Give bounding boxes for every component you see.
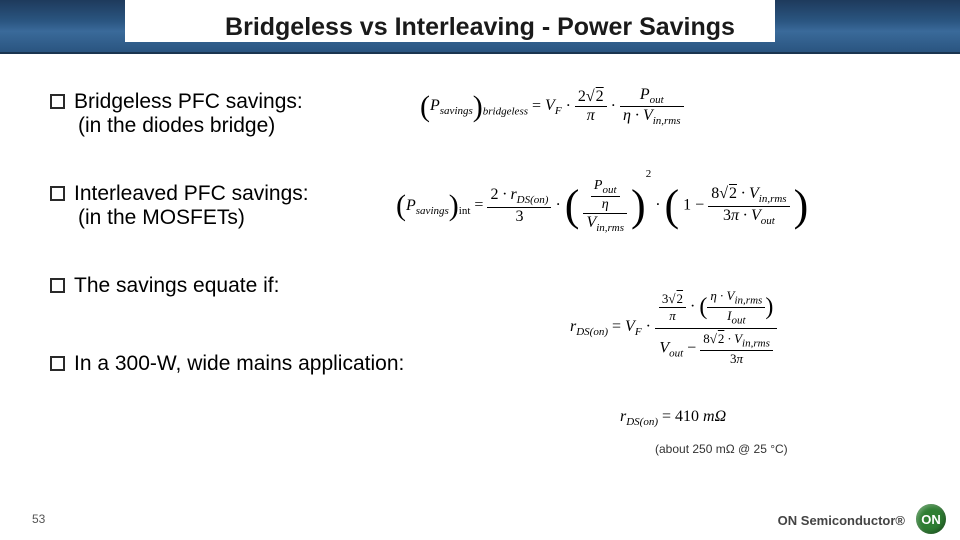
bullet-list: Bridgeless PFC savings: (in the diodes b… (50, 90, 404, 418)
slide-title: Bridgeless vs Interleaving - Power Savin… (225, 13, 735, 42)
bullet-2-line1: Interleaved PFC savings: (74, 182, 309, 205)
bullet-1-line2: (in the diodes bridge) (78, 114, 404, 138)
bullet-icon (50, 356, 65, 371)
brand-text: ON Semiconductor® (778, 513, 905, 528)
slide: Bridgeless vs Interleaving - Power Savin… (0, 0, 960, 540)
result-value: 410 (675, 408, 699, 425)
bullet-3: The savings equate if: (50, 274, 404, 298)
bullet-3-line1: The savings equate if: (74, 274, 279, 297)
bullet-4: In a 300-W, wide mains application: (50, 352, 404, 376)
bullet-2-line2: (in the MOSFETs) (78, 206, 404, 230)
brand-logo: ON (916, 504, 946, 534)
logo-text: ON (921, 512, 941, 527)
result-note: (about 250 mΩ @ 25 °C) (655, 442, 788, 456)
bullet-icon (50, 94, 65, 109)
bullet-2: Interleaved PFC savings: (in the MOSFETs… (50, 182, 404, 230)
equation-equate: rDS(on) = VF · 3√2π · (η · Vin,rmsIout) … (570, 286, 777, 369)
bullet-1-line1: Bridgeless PFC savings: (74, 90, 303, 113)
equation-interleaved: (Psavings)int = 2 · rDS(on)3 · ( Poutη V… (396, 178, 808, 234)
page-number: 53 (32, 512, 45, 526)
body: Bridgeless PFC savings: (in the diodes b… (0, 80, 960, 500)
bullet-icon (50, 278, 65, 293)
bullet-icon (50, 186, 65, 201)
bullet-4-line1: In a 300-W, wide mains application: (74, 352, 404, 375)
equation-bridgeless: (Psavings)bridgeless = VF · 2√2π · Poutη… (420, 86, 684, 127)
footer: 53 ON Semiconductor® ON (0, 508, 960, 540)
equation-result: rDS(on) = 410 mΩ (620, 408, 726, 428)
title-wrap: Bridgeless vs Interleaving - Power Savin… (0, 0, 960, 54)
bullet-1: Bridgeless PFC savings: (in the diodes b… (50, 90, 404, 138)
